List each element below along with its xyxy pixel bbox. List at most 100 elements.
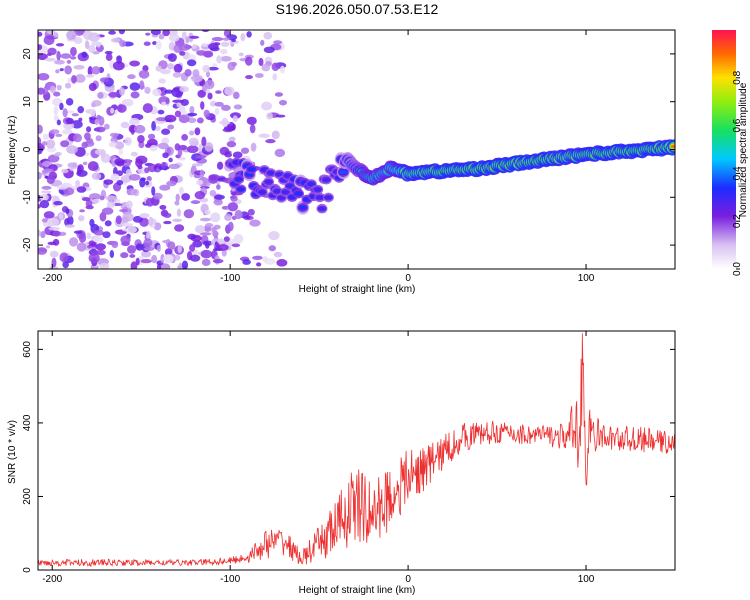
heatmap-noise-blob — [272, 73, 278, 81]
heatmap-noise-blob — [111, 240, 119, 249]
heatmap-noise-blob — [258, 133, 270, 138]
heatmap-noise-blob — [95, 135, 102, 142]
heatmap-noise-blob — [207, 92, 213, 100]
snr-x-label: Height of straight line (km) — [299, 585, 416, 596]
snr-series-line — [38, 333, 675, 568]
heatmap-noise-blob — [49, 85, 56, 94]
heatmap-noise-blob — [119, 86, 125, 96]
colorbar-tick-label: 0.4 — [732, 166, 743, 180]
heatmap-noise-blob — [183, 209, 195, 219]
heatmap-noise-blob — [94, 118, 99, 126]
heatmap-noise-blob — [181, 193, 191, 201]
heatmap-noise-blob — [227, 202, 239, 212]
heatmap-noise-blob — [258, 57, 264, 67]
figure-title: S196.2026.050.07.53.E12 — [276, 1, 439, 17]
heatmap-ridge-cell — [316, 195, 324, 200]
heatmap-noise-blob — [276, 259, 288, 267]
heatmap-noise-blob — [158, 96, 170, 106]
heatmap-noise-blob — [246, 116, 257, 125]
heatmap-noise-blob — [66, 110, 75, 114]
heatmap-noise-blob — [260, 39, 265, 46]
heatmap-noise-blob — [214, 107, 220, 116]
heatmap-noise-blob — [128, 173, 141, 181]
heatmap-noise-blob — [100, 153, 111, 164]
heatmap-noise-blob — [159, 69, 171, 75]
heatmap-noise-blob — [218, 120, 231, 125]
heatmap-noise-blob — [163, 212, 172, 218]
heatmap-noise-blob — [186, 145, 199, 154]
heatmap-noise-blob — [252, 255, 263, 260]
heatmap-noise-blob — [238, 52, 244, 57]
heatmap-noise-blob — [121, 222, 134, 227]
heatmap-noise-blob — [204, 209, 211, 215]
heatmap-noise-blob — [60, 140, 70, 148]
heatmap-noise-blob — [192, 43, 197, 49]
heatmap-noise-blob — [70, 56, 77, 60]
heatmap-noise-blob — [139, 177, 146, 188]
heatmap-noise-blob — [224, 213, 232, 222]
heatmap-noise-blob — [167, 63, 174, 70]
heatmap-noise-blob — [141, 250, 152, 258]
heatmap-noise-blob — [195, 154, 207, 159]
heatmap-noise-blob — [145, 180, 150, 186]
heatmap-noise-blob — [127, 74, 136, 80]
heatmap-noise-blob — [56, 50, 61, 61]
heatmap-noise-blob — [200, 101, 205, 110]
snr-y-tick-label: 400 — [22, 414, 33, 431]
heatmap-noise-blob — [187, 233, 197, 240]
heatmap-noise-blob — [189, 105, 195, 114]
heatmap-ridge-cell — [318, 206, 326, 211]
heatmap-noise-blob — [145, 32, 151, 36]
heatmap-noise-blob — [121, 99, 134, 107]
heatmap-noise-blob — [97, 92, 104, 99]
heatmap-noise-blob — [245, 56, 253, 66]
heatmap-ridge-cell — [266, 171, 275, 175]
heatmap-noise-blob — [122, 216, 129, 224]
heatmap-noise-blob — [205, 71, 211, 78]
heatmap-noise-blob — [88, 82, 97, 92]
heatmap-noise-blob — [65, 208, 70, 215]
heatmap-noise-blob — [192, 69, 200, 78]
heatmap-noise-blob — [56, 84, 62, 91]
heatmap-noise-blob — [230, 195, 237, 199]
heatmap-noise-blob — [144, 86, 151, 94]
heatmap-noise-blob — [53, 153, 61, 157]
heatmap-noise-blob — [157, 142, 169, 150]
heatmap-noise-blob — [116, 104, 127, 113]
heatmap-noise-blob — [268, 231, 280, 241]
heatmap-noise-blob — [204, 142, 214, 152]
heatmap-noise-blob — [59, 68, 64, 72]
snr-x-ticks: -200 -100 0 100 — [42, 331, 595, 585]
heatmap-noise-blob — [148, 216, 154, 226]
heatmap-noise-blob — [211, 37, 224, 42]
heatmap-noise-blob — [208, 175, 219, 184]
heatmap-noise-blob — [115, 215, 122, 225]
heatmap-noise-blob — [144, 167, 150, 174]
heatmap-ridge-cell — [322, 177, 331, 182]
heatmap-noise-blob — [273, 40, 283, 45]
heatmap-noise-blob — [204, 241, 210, 249]
heatmap-noise-blob — [172, 72, 182, 78]
heatmap-noise-blob — [101, 207, 114, 215]
spectrogram-y-tick-label: 20 — [22, 48, 33, 60]
heatmap-noise-blob — [43, 35, 55, 46]
heatmap-noise-blob — [233, 104, 243, 110]
heatmap-noise-blob — [174, 110, 182, 118]
heatmap-noise-blob — [87, 66, 93, 77]
heatmap-noise-blob — [130, 91, 140, 99]
heatmap-noise-blob — [95, 126, 106, 133]
heatmap-noise-blob — [142, 103, 153, 114]
colorbar-tick-label: 0.0 — [732, 262, 743, 276]
spectrogram-y-tick-label: 10 — [22, 96, 33, 108]
spectrogram-y-tick-label: -10 — [22, 190, 33, 205]
heatmap-noise-blob — [278, 99, 288, 106]
heatmap-noise-blob — [87, 161, 99, 172]
heatmap-noise-blob — [86, 126, 92, 133]
heatmap-noise-blob — [139, 80, 145, 90]
heatmap-noise-blob — [168, 163, 180, 170]
heatmap-noise-blob — [268, 245, 277, 252]
heatmap-noise-blob — [263, 46, 275, 54]
heatmap-noise-blob — [194, 190, 206, 200]
snr-x-tick-label: 0 — [405, 574, 411, 585]
heatmap-noise-blob — [164, 89, 174, 94]
